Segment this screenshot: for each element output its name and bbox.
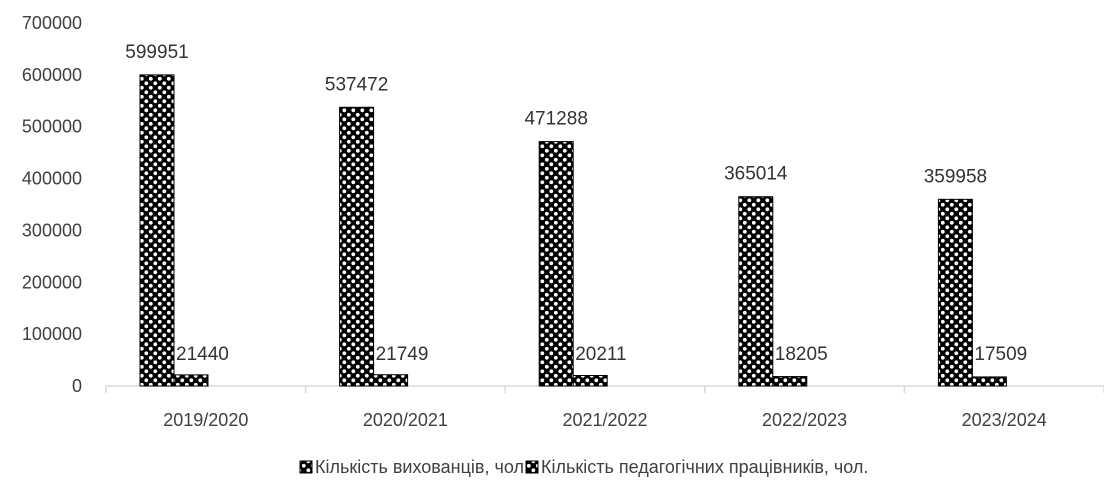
- bar: [937, 198, 973, 387]
- y-tick-label: 300000: [22, 220, 82, 240]
- legend: Кількість вихованців, чол. Кількість педа…: [299, 457, 868, 477]
- legend-swatch: [525, 460, 539, 474]
- y-tick-label: 700000: [22, 13, 82, 33]
- data-label: 537472: [325, 74, 388, 95]
- y-tick-label: 400000: [22, 169, 82, 189]
- data-label: 17509: [974, 344, 1027, 365]
- legend-label: Кількість педагогічних працівників, чол.: [541, 457, 868, 477]
- y-tick-label: 100000: [22, 324, 82, 344]
- data-label: 471288: [524, 109, 587, 130]
- legend-label: Кількість вихованців, чол.: [315, 457, 529, 477]
- y-tick-label: 200000: [22, 272, 82, 292]
- bar: [971, 376, 1007, 387]
- bar: [538, 141, 574, 387]
- legend-swatch: [299, 460, 313, 474]
- x-tick-label: 2021/2022: [562, 410, 647, 430]
- data-label: 21440: [176, 344, 229, 365]
- bar: [339, 106, 375, 387]
- bar: [173, 374, 209, 387]
- y-tick-label: 500000: [22, 117, 82, 137]
- data-label: 359958: [924, 166, 987, 187]
- data-label: 365014: [724, 164, 788, 185]
- y-tick-label: 0: [72, 376, 82, 396]
- y-tick-label: 600000: [22, 65, 82, 85]
- bar: [373, 374, 409, 387]
- data-label: 599951: [125, 42, 188, 63]
- data-label: 20211: [575, 344, 626, 365]
- x-tick-label: 2023/2024: [962, 410, 1047, 430]
- x-tick-label: 2020/2021: [363, 410, 448, 430]
- x-axis: 2019/2020 2020/2021 2021/2022 2022/2023 2023…: [105, 385, 1104, 430]
- bar: [772, 376, 808, 387]
- x-tick-label: 2019/2020: [163, 410, 248, 430]
- data-label: 18205: [775, 344, 828, 365]
- data-label: 21749: [376, 344, 429, 365]
- bar: [572, 375, 608, 387]
- bar: [738, 196, 774, 387]
- x-tick-label: 2022/2023: [762, 410, 847, 430]
- bar: [139, 74, 175, 387]
- data-labels: 599951 21440 537472 21749 471288 20211 365014 1…: [125, 42, 1027, 365]
- bars: [139, 74, 1007, 387]
- y-axis: 0 100000 200000 300000 400000 500000 600000 700…: [22, 13, 82, 396]
